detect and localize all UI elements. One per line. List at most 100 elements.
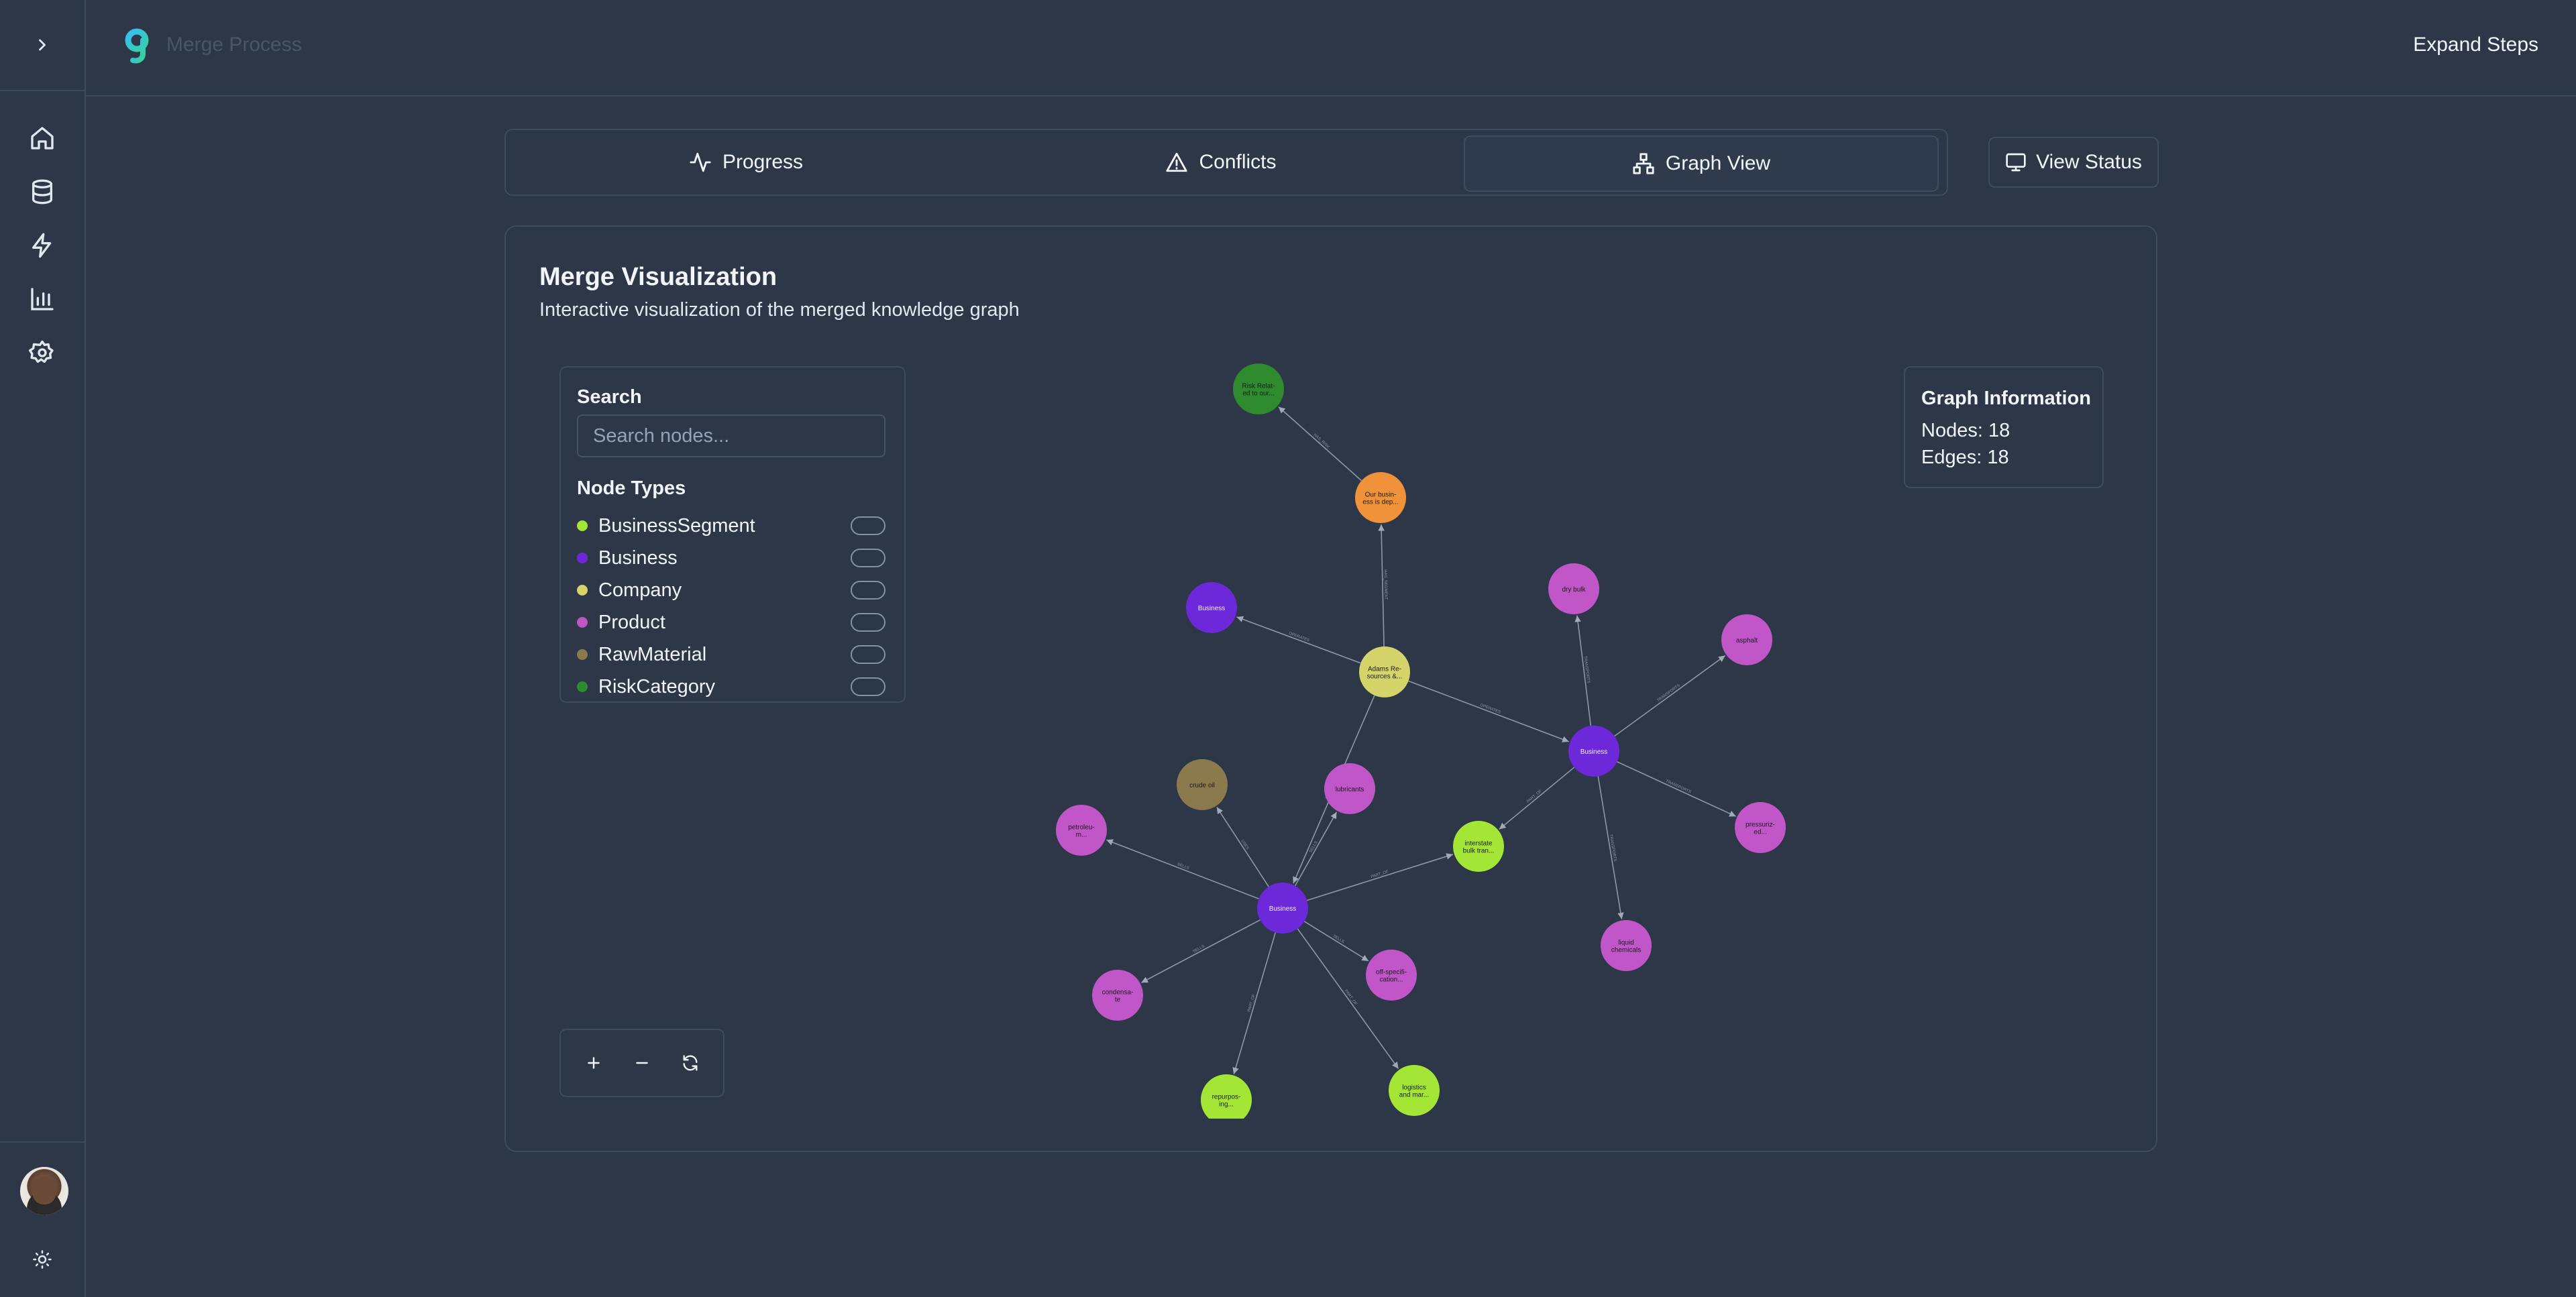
graph-node[interactable]: repurpos-ing... <box>1201 1074 1252 1125</box>
graph-node-circle[interactable] <box>1201 1074 1252 1125</box>
graph-node-circle[interactable] <box>1548 563 1599 614</box>
graph-node[interactable]: Risk Relat-ed to our... <box>1233 363 1284 414</box>
graph-edge <box>1597 776 1624 919</box>
tab-conflicts[interactable]: Conflicts <box>986 135 1456 189</box>
node-type-toggle[interactable] <box>851 677 885 696</box>
graph-node[interactable]: lubricants <box>1324 763 1375 814</box>
graph-node-label: Business <box>1580 748 1608 756</box>
node-type-toggle[interactable] <box>851 516 885 535</box>
node-type-item: BusinessSegment <box>577 512 885 539</box>
graph-node-label: interstate bulk tran... <box>1463 840 1495 855</box>
graph-node-label: crude oil <box>1189 782 1215 789</box>
gear-icon[interactable] <box>26 337 58 369</box>
graph-node-circle[interactable] <box>1735 802 1786 853</box>
graph-node-circle[interactable] <box>1568 726 1619 777</box>
graph-node-circle[interactable] <box>1186 582 1237 633</box>
node-type-label: BusinessSegment <box>598 514 755 537</box>
graph-node[interactable]: Adams Re-sources &... <box>1359 646 1410 697</box>
graph-node[interactable]: Business <box>1568 726 1619 777</box>
graph-node-circle[interactable] <box>1177 759 1228 810</box>
search-input[interactable] <box>577 414 885 457</box>
card-subtitle: Interactive visualization of the merged … <box>539 299 1020 321</box>
database-icon[interactable] <box>26 176 58 208</box>
warning-icon <box>1165 151 1188 174</box>
graph-node[interactable]: pressuriz-ed... <box>1735 802 1786 853</box>
graph-node[interactable]: logistics and mar... <box>1389 1065 1440 1116</box>
graph-node-circle[interactable] <box>1233 363 1284 414</box>
node-count: Nodes: 18 <box>1921 420 2010 441</box>
home-icon[interactable] <box>26 122 58 154</box>
graph-node-label: Risk Relat-ed to our... <box>1242 383 1275 398</box>
graph-node[interactable]: Business <box>1257 883 1308 934</box>
activity-icon <box>689 151 712 174</box>
reset-view-icon[interactable] <box>675 1048 706 1078</box>
graph-edge <box>1614 655 1726 737</box>
tab-progress[interactable]: Progress <box>511 135 981 189</box>
graph-node-label: asphalt <box>1736 637 1758 644</box>
graph-edge <box>1378 524 1385 647</box>
logo-icon <box>123 28 150 67</box>
merge-visualization-card: Merge Visualization Interactive visualiz… <box>504 225 2157 1152</box>
bar-chart-icon[interactable] <box>26 283 58 315</box>
view-status-button[interactable]: View Status <box>1988 137 2159 188</box>
sidebar <box>0 0 86 1297</box>
graph-node-circle[interactable] <box>1389 1065 1440 1116</box>
search-label: Search <box>577 386 642 408</box>
graph-edge-label: TRANSPORTS <box>1665 779 1692 795</box>
graph-node-circle[interactable] <box>1366 950 1417 1001</box>
chevron-right-icon[interactable] <box>33 36 52 54</box>
graph-edge <box>1236 616 1361 664</box>
graph-node[interactable]: petroleu-m... <box>1056 805 1107 856</box>
expand-steps-button[interactable]: Expand Steps <box>2413 34 2538 56</box>
graph-node[interactable]: liquid chemicals <box>1601 920 1652 971</box>
tab-graph-view[interactable]: Graph View <box>1464 135 1939 192</box>
node-type-toggle[interactable] <box>851 549 885 567</box>
graph-node-circle[interactable] <box>1359 646 1410 697</box>
node-type-toggle[interactable] <box>851 581 885 600</box>
node-types-label: Node Types <box>577 477 686 499</box>
graph-edge-label: HAS_RISK <box>1313 433 1330 449</box>
graph-node-label: off-specifi-cation... <box>1376 969 1407 984</box>
graph-node-label: repurpos-ing... <box>1212 1094 1241 1109</box>
graph-node-circle[interactable] <box>1056 805 1107 856</box>
graph-node-circle[interactable] <box>1092 970 1143 1021</box>
graph-node-circle[interactable] <box>1721 614 1772 665</box>
color-dot <box>577 585 588 596</box>
graph-node[interactable]: condensa-te <box>1092 970 1143 1021</box>
graph-node[interactable]: Business <box>1186 582 1237 633</box>
graph-node[interactable]: crude oil <box>1177 759 1228 810</box>
zoom-out-icon[interactable] <box>627 1048 657 1078</box>
graph-node-circle[interactable] <box>1257 883 1308 934</box>
graph-info-panel: Graph Information Nodes: 18 Edges: 18 <box>1904 366 2104 488</box>
graph-node[interactable]: Our busin-ess is dep... <box>1355 472 1406 523</box>
graph-node-circle[interactable] <box>1324 763 1375 814</box>
node-type-toggle[interactable] <box>851 645 885 664</box>
tab-label: Conflicts <box>1199 151 1277 173</box>
graph-edge <box>1408 680 1569 742</box>
graph-node[interactable]: off-specifi-cation... <box>1366 950 1417 1001</box>
lightning-icon[interactable] <box>26 229 58 262</box>
node-type-label: Business <box>598 547 678 569</box>
graph-edge <box>1297 928 1399 1070</box>
graph-node-circle[interactable] <box>1453 821 1504 872</box>
node-type-toggle[interactable] <box>851 613 885 632</box>
graph-node-circle[interactable] <box>1601 920 1652 971</box>
graph-node-label: Business <box>1198 605 1226 612</box>
tab-label: Progress <box>722 151 804 173</box>
graph-info-title: Graph Information <box>1921 388 2091 409</box>
graph-edge <box>1617 761 1736 817</box>
sidebar-header <box>0 0 85 91</box>
graph-node[interactable]: asphalt <box>1721 614 1772 665</box>
zoom-in-icon[interactable] <box>578 1048 609 1078</box>
sun-icon[interactable] <box>26 1243 58 1276</box>
graph-node[interactable]: interstate bulk tran... <box>1453 821 1504 872</box>
graph-node[interactable]: dry bulk <box>1548 563 1599 614</box>
color-dot <box>577 553 588 563</box>
avatar[interactable] <box>20 1167 68 1215</box>
node-type-item: Business <box>577 545 885 571</box>
graph-node-circle[interactable] <box>1355 472 1406 523</box>
graph-node-label: Our busin-ess is dep... <box>1362 492 1398 506</box>
graph-edge-label: TRANSPORTS <box>1582 656 1590 683</box>
graph-edge-label: PART_OF <box>1344 989 1358 1007</box>
